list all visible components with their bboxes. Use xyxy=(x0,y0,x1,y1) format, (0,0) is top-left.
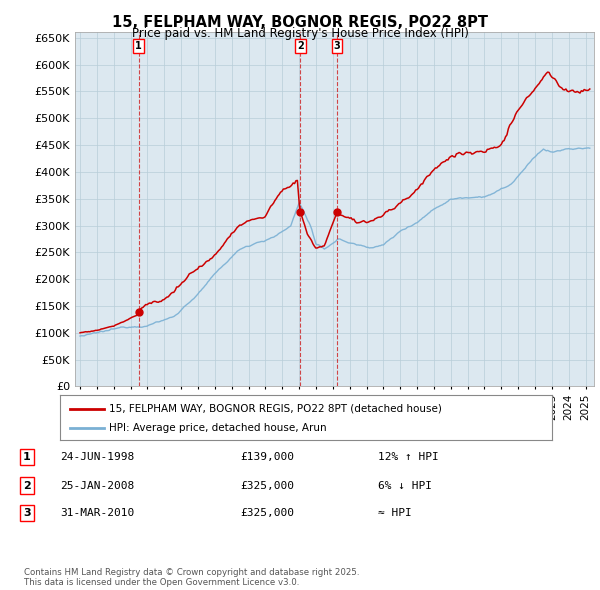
Text: 1: 1 xyxy=(23,453,31,462)
Text: 6% ↓ HPI: 6% ↓ HPI xyxy=(378,481,432,490)
Text: 15, FELPHAM WAY, BOGNOR REGIS, PO22 8PT: 15, FELPHAM WAY, BOGNOR REGIS, PO22 8PT xyxy=(112,15,488,30)
Text: 31-MAR-2010: 31-MAR-2010 xyxy=(60,509,134,518)
Text: £139,000: £139,000 xyxy=(240,453,294,462)
Text: 3: 3 xyxy=(334,41,340,51)
Text: 3: 3 xyxy=(23,509,31,518)
Text: 1: 1 xyxy=(136,41,142,51)
Text: Contains HM Land Registry data © Crown copyright and database right 2025.
This d: Contains HM Land Registry data © Crown c… xyxy=(24,568,359,587)
Text: HPI: Average price, detached house, Arun: HPI: Average price, detached house, Arun xyxy=(109,424,327,434)
Text: 15, FELPHAM WAY, BOGNOR REGIS, PO22 8PT (detached house): 15, FELPHAM WAY, BOGNOR REGIS, PO22 8PT … xyxy=(109,404,442,414)
Text: £325,000: £325,000 xyxy=(240,509,294,518)
Text: £325,000: £325,000 xyxy=(240,481,294,490)
Text: ≈ HPI: ≈ HPI xyxy=(378,509,412,518)
Text: 12% ↑ HPI: 12% ↑ HPI xyxy=(378,453,439,462)
Text: Price paid vs. HM Land Registry's House Price Index (HPI): Price paid vs. HM Land Registry's House … xyxy=(131,27,469,40)
Text: 24-JUN-1998: 24-JUN-1998 xyxy=(60,453,134,462)
Text: 2: 2 xyxy=(297,41,304,51)
Text: 25-JAN-2008: 25-JAN-2008 xyxy=(60,481,134,490)
Text: 2: 2 xyxy=(23,481,31,490)
